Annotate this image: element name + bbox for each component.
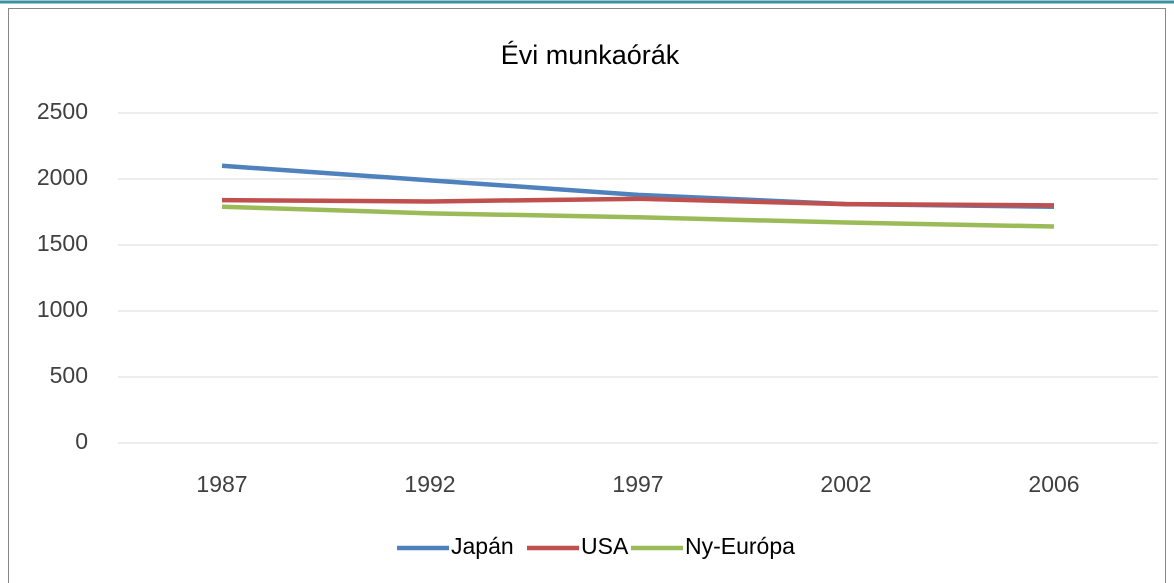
y-tick-label: 1500 <box>37 230 88 256</box>
legend-label: Ny-Európa <box>685 533 795 559</box>
chart-title: Évi munkaórák <box>501 40 680 70</box>
y-tick-label: 1000 <box>37 296 88 322</box>
series-line <box>221 204 1055 229</box>
x-tick-label: 2002 <box>820 471 871 497</box>
x-tick-label: 1997 <box>612 471 663 497</box>
y-tick-label: 500 <box>50 362 88 388</box>
legend-label: Japán <box>451 533 514 559</box>
y-tick-label: 0 <box>75 428 88 454</box>
series-line <box>221 196 1055 208</box>
chart-frame <box>8 8 1166 583</box>
x-tick-label: 1992 <box>404 471 455 497</box>
x-tick-label: 2006 <box>1028 471 1079 497</box>
y-tick-label: 2000 <box>37 164 88 190</box>
x-tick-label: 1987 <box>196 471 247 497</box>
y-tick-label: 2500 <box>37 98 88 124</box>
legend-label: USA <box>581 533 629 559</box>
